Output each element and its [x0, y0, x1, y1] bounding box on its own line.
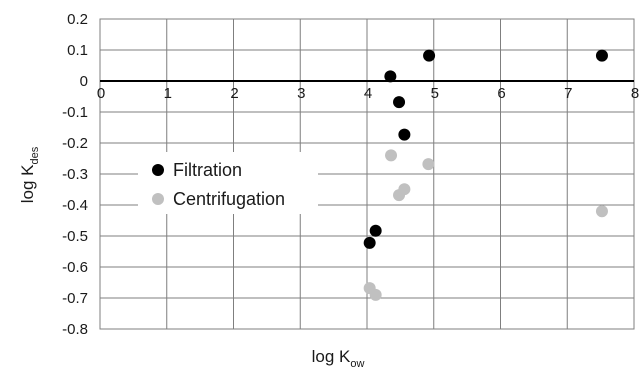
legend-marker-filtration — [152, 164, 164, 176]
y-axis-ticks: 0.2 0.1 0 -0.1 -0.2 -0.3 -0.4 -0.5 -0.6 -0.7 -0.8 — [62, 11, 88, 338]
y-tick-label: -0.8 — [62, 321, 88, 338]
centrifugation-point — [369, 288, 382, 301]
x-tick-label: 4 — [364, 85, 372, 102]
y-tick-label: -0.7 — [62, 290, 88, 307]
x-tick-label: 0 — [97, 85, 105, 102]
x-axis-title-main: log K — [312, 347, 351, 366]
x-axis-title: log Kow — [312, 347, 365, 370]
plot-frame — [99, 18, 635, 330]
x-tick-label: 3 — [297, 85, 305, 102]
x-axis-title-sub: ow — [350, 358, 364, 370]
legend: Filtration Centrifugation — [138, 152, 318, 214]
x-tick-label: 2 — [230, 85, 238, 102]
y-axis-title: log Kdes — [18, 146, 41, 203]
y-tick-label: -0.5 — [62, 228, 88, 245]
filtration-point — [423, 49, 436, 62]
y-tick-label: -0.4 — [62, 197, 88, 214]
legend-label-centrifugation: Centrifugation — [173, 189, 285, 209]
filtration-point — [384, 70, 397, 83]
y-tick-label: 0.1 — [67, 42, 88, 59]
centrifugation-point — [595, 205, 608, 218]
filtration-point — [393, 96, 406, 109]
y-tick-label: 0.2 — [67, 11, 88, 28]
y-axis-title-sub: des — [29, 146, 41, 164]
x-tick-label: 7 — [564, 85, 572, 102]
centrifugation-point — [422, 158, 435, 171]
y-tick-label: 0 — [80, 73, 88, 90]
filtration-point — [369, 224, 382, 237]
legend-marker-centrifugation — [152, 193, 164, 205]
filtration-point — [398, 128, 411, 141]
y-tick-label: -0.2 — [62, 135, 88, 152]
x-tick-label: 1 — [164, 85, 172, 102]
y-axis-title-main: log K — [18, 164, 37, 203]
centrifugation-point — [398, 183, 411, 196]
y-tick-label: -0.6 — [62, 259, 88, 276]
filtration-point — [595, 49, 608, 62]
filtration-point — [363, 236, 376, 249]
data-points — [363, 49, 608, 301]
x-tick-label: 8 — [631, 85, 639, 102]
legend-background — [138, 152, 318, 214]
centrifugation-point — [385, 149, 398, 162]
x-tick-label: 6 — [497, 85, 505, 102]
y-tick-label: -0.1 — [62, 104, 88, 121]
x-tick-label: 5 — [431, 85, 439, 102]
legend-label-filtration: Filtration — [173, 160, 242, 180]
y-tick-label: -0.3 — [62, 166, 88, 183]
x-axis-ticks: 0 1 2 3 4 5 6 7 8 — [97, 85, 639, 102]
